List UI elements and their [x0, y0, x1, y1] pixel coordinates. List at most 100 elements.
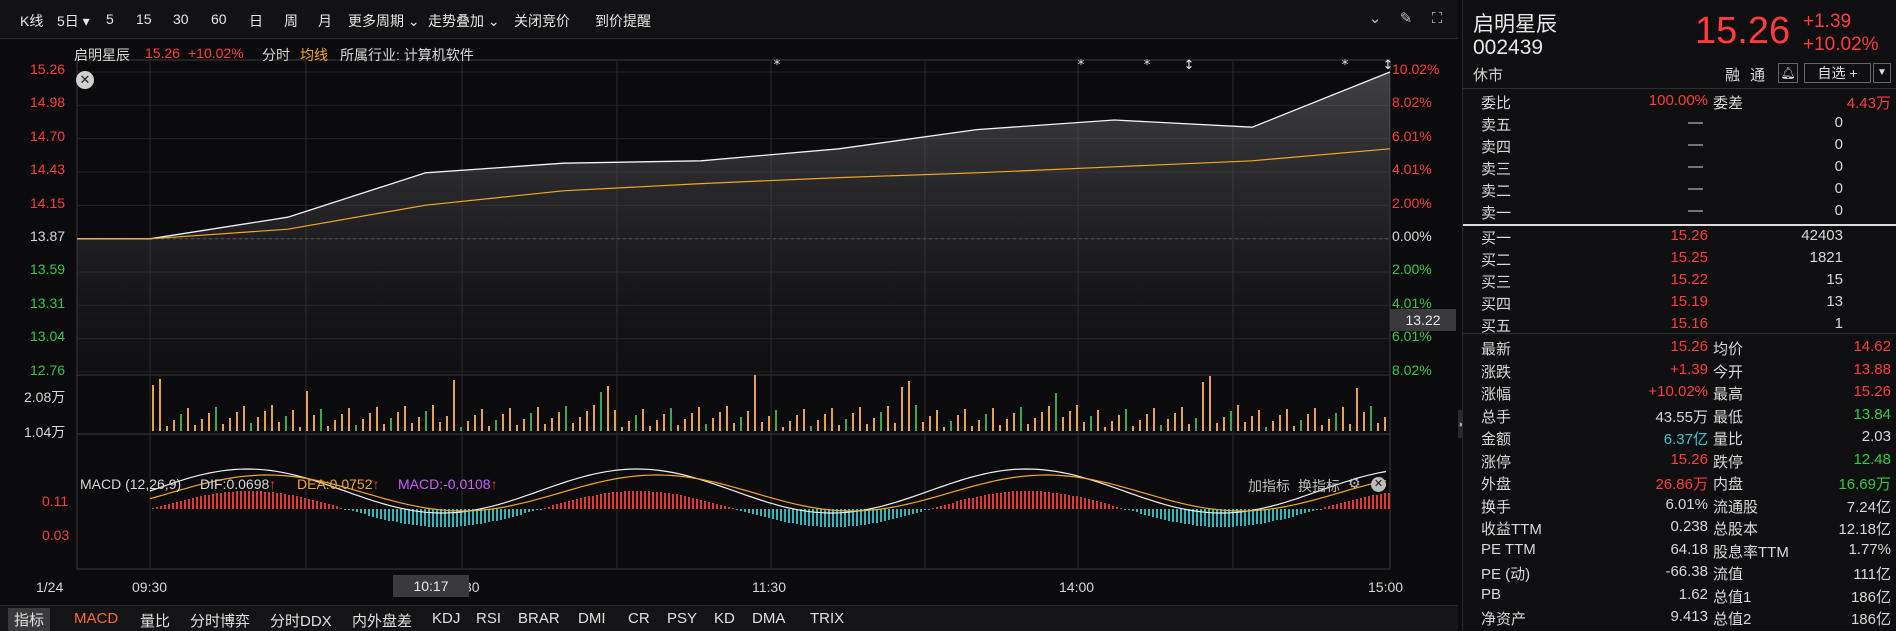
tab-5day[interactable]: 5日 ▾ — [57, 13, 90, 29]
tab-60min[interactable]: 60 — [211, 11, 227, 27]
tab-dma[interactable]: DMA — [752, 610, 786, 627]
macd-bar — [664, 493, 666, 509]
macd-bar — [1172, 509, 1174, 522]
volume-bar — [866, 424, 868, 431]
macd-bar — [568, 501, 570, 509]
tab-week[interactable]: 周 — [284, 13, 298, 29]
tab-trix[interactable]: TRIX — [810, 610, 845, 627]
bell-icon[interactable]: 🔔︎ — [1778, 63, 1798, 83]
macd-bar — [844, 509, 846, 527]
macd-bar — [468, 509, 470, 525]
macd-bar — [856, 509, 858, 526]
chevron-down-circle-icon[interactable]: ⌄ — [1368, 10, 1382, 27]
macd-bar — [288, 495, 290, 509]
fullscreen-icon[interactable]: ⛶ — [1431, 10, 1443, 27]
macd-bar — [256, 491, 258, 509]
chart-area[interactable]: * * * ↕ * ↕ 启明星辰 15.26 +10.02% 分时 均线 所属行业: 计算… — [0, 39, 1458, 630]
tab-rsi[interactable]: RSI — [476, 610, 502, 627]
brush-icon[interactable]: ✎ — [1399, 10, 1413, 27]
macd-bar — [408, 509, 410, 524]
close-indicator-icon[interactable]: ✕ — [1371, 477, 1386, 492]
volume-bar — [1230, 411, 1232, 431]
price-alert-button[interactable]: 到价提醒 — [595, 13, 651, 29]
close-auction-button[interactable]: 关闭竞价 — [514, 13, 570, 29]
volume-bar — [334, 420, 336, 431]
indicator-tab-bar: 指标 MACD 量比 分时博弈 分时DDX 内外盘差 KDJ RSI BRAR … — [0, 605, 1458, 631]
tab-brar[interactable]: BRAR — [518, 610, 560, 627]
macd-bar — [632, 491, 634, 509]
macd-bar — [392, 509, 394, 521]
tab-kline[interactable]: K线 — [20, 13, 44, 29]
tab-dmi[interactable]: DMI — [578, 610, 606, 627]
volume-bar — [411, 423, 413, 431]
tab-fenshi-ddx[interactable]: 分时DDX — [270, 613, 332, 630]
add-watchlist-button[interactable]: 自选 + — [1804, 63, 1871, 83]
volume-bars — [152, 375, 1386, 431]
chart-canvas[interactable]: * * * ↕ * ↕ — [0, 39, 1458, 605]
volume-bar — [495, 420, 497, 431]
macd-bar — [1388, 493, 1390, 509]
macd-bar — [1092, 500, 1094, 509]
buy-level-label: 买五 — [1481, 318, 1512, 335]
settings-gear-icon[interactable]: ⚙ — [1348, 475, 1361, 491]
quote-panel: 启明星辰 002439 休市 15.26 +1.39 +10.02% 融 通 🔔… — [1462, 0, 1896, 630]
macd-bar — [376, 509, 378, 518]
tab-fenshi-game[interactable]: 分时博弈 — [190, 613, 251, 630]
tab-indicator[interactable]: 指标 — [8, 608, 51, 631]
volume-bar — [180, 414, 182, 431]
macd-bar — [988, 494, 990, 509]
macd-bar — [456, 509, 458, 527]
macd-bar — [772, 509, 774, 519]
macd-bar — [628, 491, 630, 509]
add-indicator-button[interactable]: 加指标 — [1248, 478, 1290, 494]
tab-day[interactable]: 日 — [249, 13, 263, 29]
tab-kdj[interactable]: KDJ — [432, 610, 461, 627]
tab-month[interactable]: 月 — [318, 13, 332, 29]
volume-bar — [908, 381, 910, 431]
stat-label: 总股本 — [1713, 521, 1759, 538]
macd-bar — [452, 509, 454, 527]
volume-bar — [306, 391, 308, 431]
macd-bar — [1028, 491, 1030, 509]
watchlist-dropdown-icon[interactable]: ▼ — [1873, 63, 1891, 83]
volume-bar — [768, 416, 770, 431]
more-periods-dropdown[interactable]: 更多周期 ⌄ — [348, 13, 420, 29]
tab-5min[interactable]: 5 — [106, 11, 114, 27]
macd-bar — [316, 501, 318, 509]
macd-bar — [1036, 491, 1038, 509]
close-icon[interactable]: ✕ — [76, 71, 94, 89]
macd-bar — [532, 509, 534, 511]
overlay-dropdown[interactable]: 走势叠加 ⌄ — [428, 13, 500, 29]
tab-30min[interactable]: 30 — [173, 11, 189, 27]
tab-macd[interactable]: MACD — [74, 610, 119, 627]
tab-psy[interactable]: PSY — [667, 610, 698, 627]
tab-15min[interactable]: 15 — [136, 11, 152, 27]
macd-bar — [608, 493, 610, 509]
macd-bar — [396, 509, 398, 522]
macd-bar — [924, 509, 926, 510]
tab-inout-diff[interactable]: 内外盘差 — [352, 613, 413, 630]
volume-bar — [362, 419, 364, 431]
macd-bar — [188, 499, 190, 509]
quote-stock-code: 002439 — [1473, 36, 1544, 59]
volume-bar — [957, 415, 959, 431]
connect-label: 通 — [1750, 67, 1766, 84]
volume-bar — [1328, 419, 1330, 431]
stat-label: 最新 — [1481, 341, 1512, 358]
macd-bar — [1340, 503, 1342, 509]
macd-bar — [540, 509, 542, 510]
volume-bar — [978, 420, 980, 431]
buy-level-volume: 13 — [1826, 293, 1843, 310]
tab-volume-ratio[interactable]: 量比 — [140, 613, 171, 630]
buy-level-price: 15.25 — [1670, 249, 1708, 266]
volume-bar — [1223, 417, 1225, 431]
buy-level-volume: 42403 — [1801, 227, 1843, 244]
switch-indicator-button[interactable]: 换指标 — [1298, 478, 1340, 494]
macd-bar — [1192, 509, 1194, 525]
stat-label: 涨幅 — [1481, 386, 1512, 403]
volume-bar — [1300, 420, 1302, 431]
time-label-0930: 09:30 — [132, 579, 168, 595]
tab-kd[interactable]: KD — [714, 610, 735, 627]
tab-cr[interactable]: CR — [628, 610, 650, 627]
volume-bar — [1139, 420, 1141, 431]
